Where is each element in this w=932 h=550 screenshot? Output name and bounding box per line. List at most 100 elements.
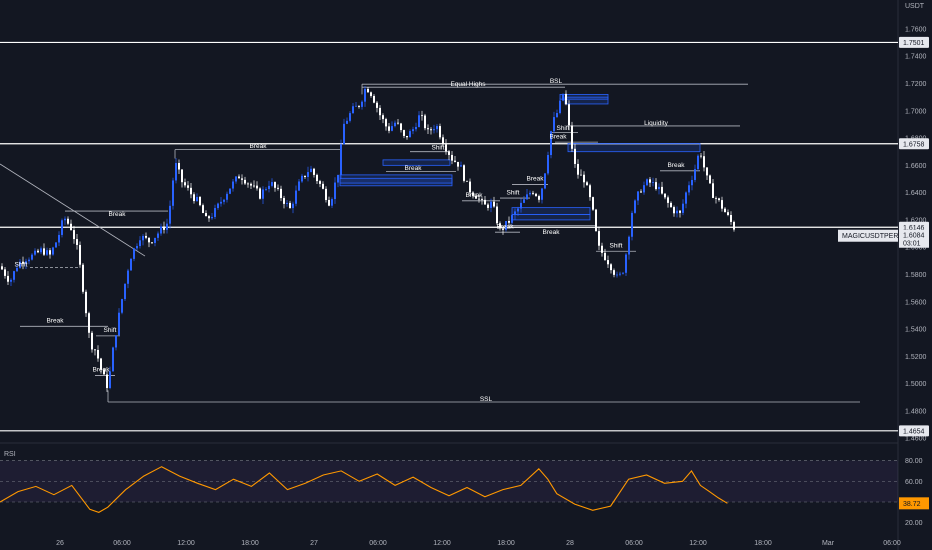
candle-body <box>544 173 546 189</box>
candle-body <box>4 269 6 276</box>
time-tick-label: 27 <box>310 540 318 547</box>
candle-body <box>598 231 600 246</box>
candle-body <box>142 235 144 241</box>
candle-body <box>217 203 219 209</box>
candle-body <box>715 197 717 199</box>
candle-body <box>703 156 705 168</box>
candle-body <box>520 202 522 209</box>
candle-body <box>10 279 12 282</box>
rsi-tick-label: 60.00 <box>905 479 923 486</box>
candle-body <box>64 218 66 221</box>
price-tick-label: 1.6200 <box>905 217 927 224</box>
candle-body <box>175 162 177 181</box>
candle-body <box>634 200 636 213</box>
time-tick-label: 06:00 <box>625 540 643 547</box>
candle-body <box>169 205 171 224</box>
candle-body <box>694 169 696 180</box>
candle-body <box>469 181 471 193</box>
candle-body <box>721 200 723 209</box>
candle-body <box>481 198 483 200</box>
candle-body <box>493 201 495 207</box>
candle-body <box>301 175 303 182</box>
annotation-label: SSL <box>480 396 493 403</box>
candle-body <box>223 199 225 202</box>
candle-body <box>655 182 657 190</box>
candle-body <box>283 198 285 204</box>
candle-body <box>673 207 675 214</box>
order-block <box>511 207 591 215</box>
candle-body <box>574 148 576 164</box>
candle-body <box>349 113 351 121</box>
candle-body <box>403 130 405 136</box>
candle-body <box>718 198 720 201</box>
last-price-badge <box>899 229 929 248</box>
candle-body <box>685 192 687 204</box>
candle-body <box>367 88 369 93</box>
rsi-title: RSI <box>4 451 16 458</box>
candle-body <box>682 203 684 213</box>
candle-body <box>394 122 396 127</box>
candle-body <box>691 179 693 186</box>
candle-body <box>457 161 459 167</box>
order-blocks <box>339 94 701 221</box>
candles <box>1 86 735 392</box>
level-badge-text: 1.4654 <box>903 428 925 435</box>
candle-body <box>148 237 150 243</box>
candle-body <box>430 129 432 131</box>
candle-body <box>589 185 591 198</box>
candle-body <box>490 201 492 208</box>
level-badge <box>899 36 929 48</box>
candle-body <box>235 176 237 182</box>
candle-body <box>496 206 498 224</box>
level-badge-text: 1.6146 <box>903 225 925 232</box>
order-block <box>382 159 451 166</box>
candle-body <box>706 167 708 176</box>
candle-body <box>187 185 189 188</box>
price-tick-label: 1.6400 <box>905 190 927 197</box>
candle-body <box>397 122 399 124</box>
candle-body <box>106 374 108 389</box>
candle-body <box>268 185 270 190</box>
order-block <box>564 96 609 105</box>
candle-body <box>157 233 159 238</box>
candle-body <box>250 183 252 186</box>
candle-body <box>346 120 348 124</box>
candle-body <box>34 250 36 255</box>
candle-body <box>238 176 240 179</box>
candle-body <box>652 182 654 183</box>
price-tick-label: 1.6000 <box>905 245 927 252</box>
candle-body <box>46 250 48 255</box>
candle-body <box>568 104 570 126</box>
candle-body <box>232 181 234 189</box>
candle-body <box>136 246 138 249</box>
candle-body <box>472 192 474 196</box>
candle-body <box>418 115 420 128</box>
annotation-label: BSL <box>550 78 563 85</box>
candle-body <box>31 254 33 260</box>
candle-body <box>202 205 204 214</box>
candle-body <box>523 199 525 203</box>
price-tick-label: 1.7000 <box>905 108 927 115</box>
candle-body <box>28 259 30 262</box>
order-block <box>339 177 453 187</box>
candle-body <box>583 174 585 183</box>
candle-body <box>442 137 444 145</box>
candle-body <box>382 115 384 120</box>
level-badge-text: 1.7501 <box>903 40 925 47</box>
candle-body <box>658 186 660 190</box>
candle-body <box>412 129 414 132</box>
candle-body <box>280 188 282 199</box>
time-tick-label: 18:00 <box>497 540 515 547</box>
candle-body <box>730 214 732 222</box>
candle-body <box>16 267 18 272</box>
candle-body <box>487 204 489 208</box>
candle-body <box>406 135 408 138</box>
candle-body <box>208 216 210 219</box>
candle-body <box>727 212 729 215</box>
candle-body <box>385 119 387 127</box>
price-tick-label: 1.4800 <box>905 408 927 415</box>
candle-body <box>118 312 120 336</box>
candle-body <box>352 106 354 114</box>
